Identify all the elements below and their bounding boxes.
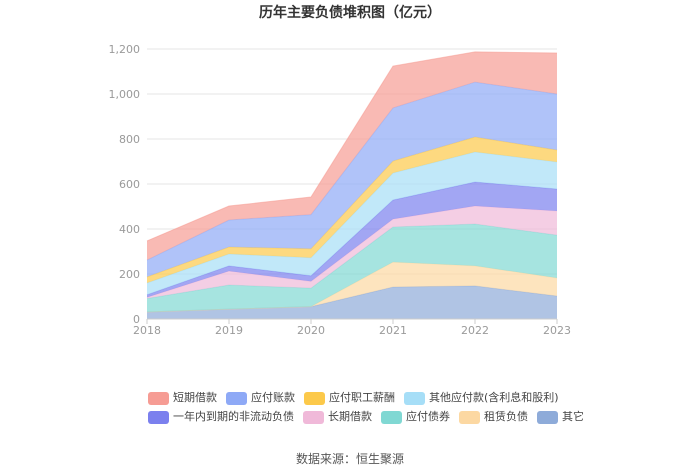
legend-item-accounts-payable[interactable]: 应付账款 (226, 391, 295, 405)
legend-label: 应付债券 (406, 410, 450, 423)
y-tick-label: 200 (119, 268, 140, 281)
x-tick-label: 2018 (133, 324, 161, 337)
legend-label: 短期借款 (173, 391, 217, 404)
area-series-5 (147, 206, 557, 299)
area-series-0 (147, 51, 557, 261)
y-tick-label: 400 (119, 223, 140, 236)
x-tick-label: 2020 (297, 324, 325, 337)
legend-swatch (148, 391, 169, 405)
area-series-3 (147, 152, 557, 295)
legend-item-short-term-loans[interactable]: 短期借款 (148, 391, 217, 405)
area-edge-series-0 (146, 51, 558, 242)
legend-swatch (381, 410, 402, 424)
legend-item-payroll-payable[interactable]: 应付职工薪酬 (304, 391, 395, 405)
legend-item-other-payables[interactable]: 其他应付款(含利息和股利) (404, 391, 559, 405)
legend-label: 租赁负债 (484, 410, 528, 423)
chart-title: 历年主要负债堆积图（亿元） (259, 4, 441, 21)
legend-swatch (404, 391, 425, 405)
area-series-6 (147, 224, 557, 313)
legend-label: 其他应付款(含利息和股利) (429, 391, 559, 404)
legend-row-2: 一年内到期的非流动负债 长期借款 应付债券 租赁负债 其它 (148, 410, 593, 424)
y-tick-label: 0 (133, 313, 140, 326)
legend-swatch (459, 410, 480, 424)
y-tick-label: 1,000 (109, 88, 141, 101)
legend-label: 应付账款 (251, 391, 295, 404)
legend-label: 长期借款 (328, 410, 372, 423)
legend-row-1: 短期借款 应付账款 应付职工薪酬 其他应付款(含利息和股利) (148, 391, 568, 405)
legend-label: 一年内到期的非流动负债 (173, 410, 294, 423)
legend-item-other[interactable]: 其它 (537, 410, 584, 424)
legend-swatch (303, 410, 324, 424)
x-tick-label: 2021 (379, 324, 407, 337)
legend-swatch (537, 410, 558, 424)
x-tick-label: 2022 (461, 324, 489, 337)
legend-swatch (148, 410, 169, 424)
x-tick-label: 2019 (215, 324, 243, 337)
legend-swatch (304, 391, 325, 405)
axes: 0 200 400 600 800 1,000 1,200 2018 2019 2020 2021 2… (109, 43, 572, 337)
area-series-8 (147, 285, 557, 319)
y-tick-label: 600 (119, 178, 140, 191)
x-tick-label: 2023 (543, 324, 571, 337)
stacked-areas (146, 51, 558, 319)
legend-label: 其它 (562, 410, 584, 423)
area-series-2 (147, 136, 557, 283)
legend-item-bonds-payable[interactable]: 应付债券 (381, 410, 450, 424)
legend-swatch (226, 391, 247, 405)
legend-label: 应付职工薪酬 (329, 391, 395, 404)
area-series-7 (147, 262, 557, 313)
data-source-footer: 数据来源：恒生聚源 (295, 452, 404, 466)
y-tick-label: 1,200 (109, 43, 141, 56)
area-series-1 (147, 82, 557, 277)
legend-item-long-term-loans[interactable]: 长期借款 (303, 410, 372, 424)
legend-item-lease-liabilities[interactable]: 租赁负债 (459, 410, 528, 424)
legend-item-current-noncurrent-liabilities[interactable]: 一年内到期的非流动负债 (148, 410, 294, 424)
y-tick-label: 800 (119, 133, 140, 146)
